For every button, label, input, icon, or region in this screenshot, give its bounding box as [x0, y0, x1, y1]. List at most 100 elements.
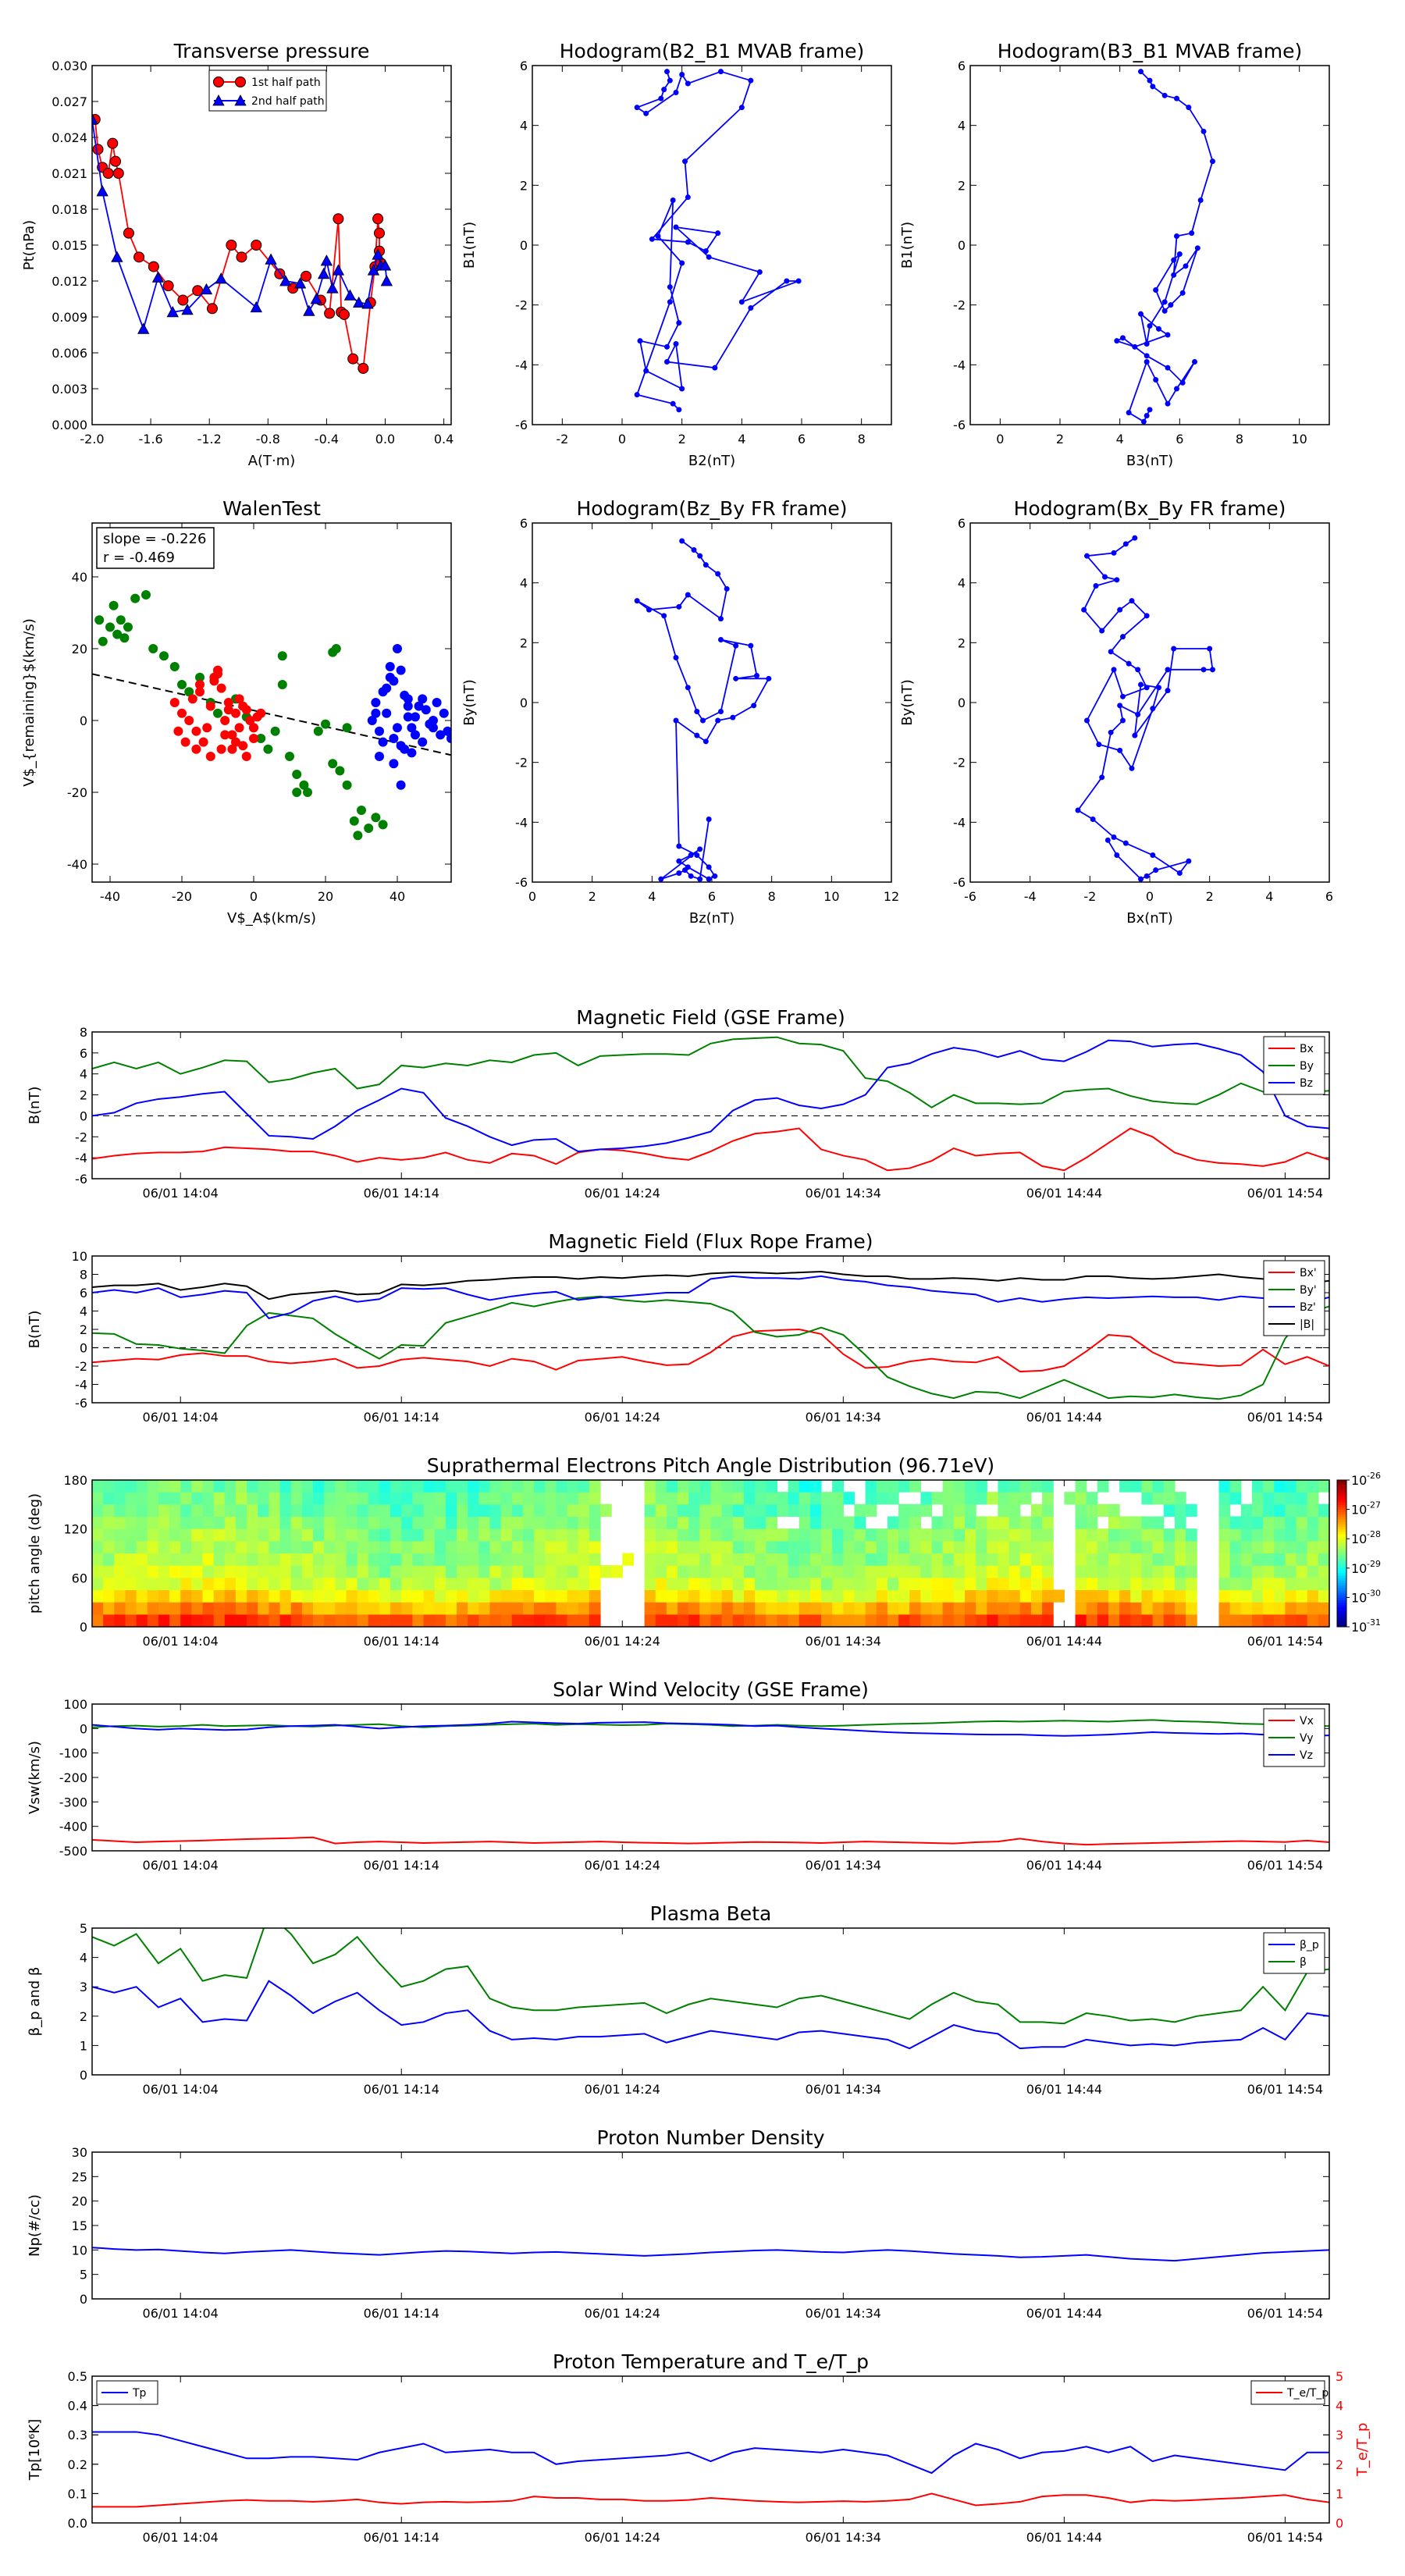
y-tick-label: 120	[63, 1522, 87, 1537]
heatmap-cell	[578, 1614, 590, 1627]
heatmap-cell	[423, 1614, 436, 1627]
heatmap-cell	[1141, 1565, 1154, 1578]
legend-label: Bz'	[1300, 1301, 1316, 1314]
panel-mag_fr: Magnetic Field (Flux Rope Frame)B(nT)06/…	[27, 1230, 1330, 1425]
y-tick-label-right: 5	[1336, 2369, 1343, 2384]
heatmap-cell	[909, 1614, 921, 1627]
heatmap-cell	[854, 1602, 866, 1615]
heatmap-cell	[1019, 1602, 1032, 1615]
x-tick-label: 12	[884, 889, 899, 904]
heatmap-cell	[865, 1577, 877, 1591]
heatmap-cell	[788, 1602, 800, 1615]
heatmap-cell	[1119, 1516, 1131, 1529]
heatmap-cell	[920, 1503, 933, 1517]
data-point	[130, 593, 140, 603]
heatmap-cell	[666, 1602, 678, 1615]
heatmap-cell	[202, 1503, 215, 1517]
legend-label: By'	[1300, 1284, 1317, 1297]
heatmap-cell	[224, 1516, 237, 1529]
heatmap-cell	[147, 1540, 159, 1554]
y-axis-label: pitch angle (deg)	[27, 1493, 43, 1614]
heatmap-cell	[1186, 1602, 1197, 1615]
heatmap-cell	[1075, 1516, 1087, 1529]
y-tick-label: 2	[958, 635, 966, 650]
data-point	[393, 723, 402, 733]
heatmap-cell	[357, 1492, 369, 1505]
plot-frame	[91, 2375, 1330, 2524]
heatmap-cell	[788, 1528, 800, 1542]
heatmap-cell	[191, 1577, 204, 1591]
heatmap-cell	[678, 1528, 689, 1542]
data-point	[148, 644, 158, 653]
data-point	[673, 717, 679, 724]
heatmap-cell	[1218, 1528, 1231, 1542]
heatmap-cell	[545, 1516, 557, 1529]
data-point	[371, 708, 381, 718]
data-point	[1144, 413, 1150, 418]
x-tick-label: 06/01 14:04	[143, 1410, 219, 1425]
heatmap-cell	[247, 1492, 258, 1505]
heatmap-cell	[1285, 1614, 1297, 1627]
heatmap-cell	[158, 1553, 170, 1566]
heatmap-cell	[434, 1492, 446, 1505]
heatmap-cell	[799, 1602, 811, 1615]
heatmap-cell	[843, 1602, 855, 1615]
plot-area	[1075, 535, 1215, 882]
data-point	[1153, 377, 1159, 382]
heatmap-cell	[114, 1614, 126, 1627]
heatmap-cell	[489, 1553, 502, 1566]
heatmap-cell	[766, 1540, 778, 1554]
x-tick-label: -2	[556, 432, 568, 447]
heatmap-cell	[478, 1528, 491, 1542]
heatmap-cell	[390, 1589, 402, 1603]
heatmap-cell	[1229, 1516, 1242, 1529]
heatmap-cell	[1274, 1565, 1286, 1578]
heatmap-cell	[1075, 1528, 1087, 1542]
data-point	[375, 726, 384, 736]
heatmap-cell	[147, 1565, 159, 1578]
heatmap-cell	[556, 1602, 568, 1615]
x-tick-label: -2.0	[80, 432, 104, 447]
heatmap-cell	[1152, 1540, 1165, 1554]
y-axis-label: Np(#/cc)	[27, 2194, 43, 2257]
data-point	[1138, 876, 1144, 882]
data-point	[673, 655, 679, 660]
heatmap-cell	[434, 1565, 446, 1578]
data-point	[1165, 667, 1171, 673]
colorbar-frame	[1336, 1479, 1347, 1628]
heatmap-cell	[92, 1480, 104, 1493]
data-point	[679, 538, 685, 544]
legend-marker	[213, 76, 224, 87]
heatmap-cell	[457, 1540, 468, 1554]
heatmap-cell	[390, 1553, 402, 1566]
y-tick-label: -4	[953, 358, 966, 372]
colorbar-step	[1337, 1612, 1346, 1615]
data-point	[795, 278, 802, 284]
heatmap-cell	[1240, 1503, 1253, 1517]
heatmap-cell	[1030, 1577, 1043, 1591]
data-point	[1117, 703, 1123, 709]
x-tick-label: 6	[708, 889, 716, 904]
heatmap-cell	[511, 1528, 524, 1542]
heatmap-cell	[1008, 1480, 1021, 1493]
data-point	[1174, 386, 1179, 392]
heatmap-cell	[1318, 1565, 1329, 1578]
series-1	[169, 665, 266, 761]
heatmap-cell	[964, 1492, 976, 1505]
heatmap-cell	[147, 1602, 159, 1615]
heatmap-cell	[876, 1540, 888, 1554]
heatmap-cell	[809, 1589, 822, 1603]
data-point	[1165, 332, 1171, 338]
y-tick-label: 30	[72, 2145, 87, 2160]
heatmap-cell	[114, 1565, 126, 1578]
heatmap-cell	[1285, 1480, 1297, 1493]
heatmap-cell	[169, 1503, 181, 1517]
heatmap-cell	[766, 1614, 778, 1627]
heatmap-cell	[423, 1602, 436, 1615]
legend-label: Vy	[1300, 1732, 1314, 1745]
y-tick-label: -300	[59, 1795, 87, 1809]
heatmap-cell	[114, 1602, 126, 1615]
heatmap-cell	[1218, 1480, 1231, 1493]
heatmap-cell	[578, 1503, 590, 1517]
y-tick-label: -200	[59, 1770, 87, 1785]
